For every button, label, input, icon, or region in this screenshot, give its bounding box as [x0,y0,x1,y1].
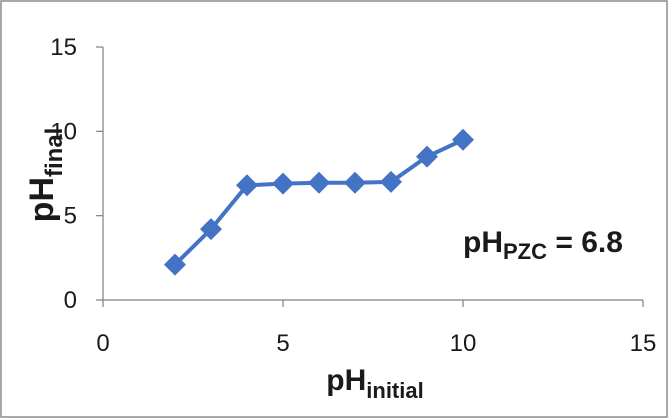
pzc-annotation-main: pH [463,226,503,259]
data-point-marker [236,174,258,197]
data-point-marker [380,170,402,193]
y-tick-label: 0 [64,287,77,314]
y-axis-ticks: 0 5 10 15 [50,34,103,314]
data-point-marker [200,218,222,241]
pzc-annotation: pHPZC = 6.8 [463,226,623,264]
pzc-annotation-sub: PZC [503,239,547,264]
x-axis-title: pHinitial [326,364,423,403]
y-tick-label: 5 [64,203,77,230]
x-tick-label: 5 [276,330,289,357]
y-axis-title-sub: final [41,128,68,177]
data-point-marker [164,253,186,276]
data-point-marker [344,171,366,194]
y-axis-title-main: pH [23,177,61,222]
x-tick-label: 10 [450,330,477,357]
data-point-marker [452,128,474,151]
x-axis-ticks: 0 5 10 15 [96,300,656,357]
x-tick-label: 0 [96,330,109,357]
x-tick-label: 15 [630,330,657,357]
data-point-marker [272,172,294,195]
y-tick-label: 15 [50,34,77,61]
data-point-marker [416,145,438,168]
x-axis-title-sub: initial [366,378,423,403]
x-axis-title-main: pH [326,364,366,397]
pzc-annotation-value: = 6.8 [547,226,623,259]
series-markers [164,128,474,276]
data-point-marker [308,171,330,194]
y-axis-title: pHfinal [23,128,68,223]
y-tick-label: 10 [50,118,77,145]
